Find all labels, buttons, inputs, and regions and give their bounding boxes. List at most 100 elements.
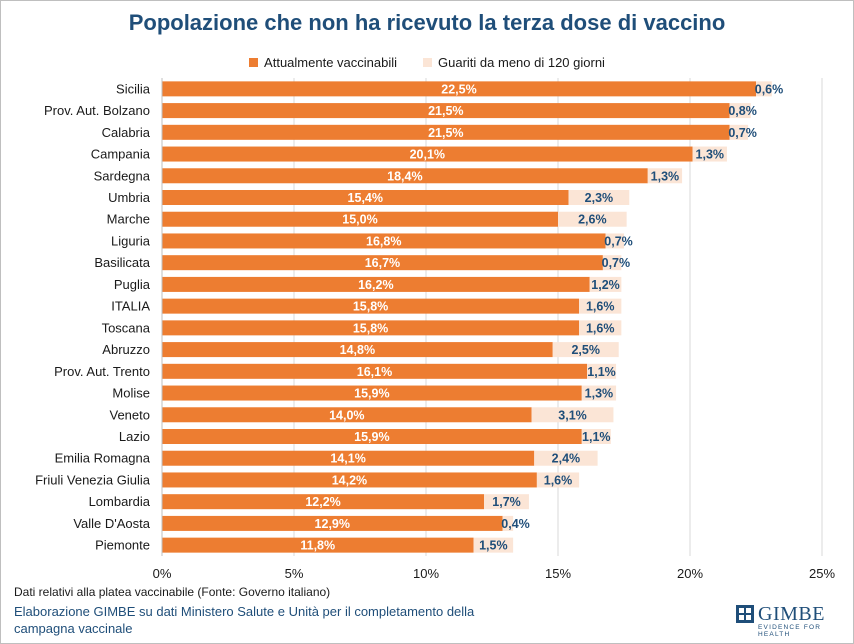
data-label-vaccinabili: 11,8% xyxy=(300,539,335,553)
gimbe-logo-icon xyxy=(736,605,754,623)
x-tick-label: 15% xyxy=(545,566,571,581)
legend-item-guariti: Guariti da meno di 120 giorni xyxy=(423,55,605,70)
data-label-guariti: 3,1% xyxy=(558,408,587,422)
category-label: Prov. Aut. Bolzano xyxy=(44,103,150,118)
bar-vaccinabili xyxy=(162,407,532,423)
logo-tagline: EVIDENCE FOR HEALTH xyxy=(758,624,822,638)
data-label-vaccinabili: 22,5% xyxy=(441,82,476,96)
bar-guariti xyxy=(647,168,683,184)
data-label-vaccinabili: 21,5% xyxy=(428,126,463,140)
data-label-guariti: 1,1% xyxy=(587,365,616,379)
x-tick-label: 5% xyxy=(285,566,304,581)
bar-guariti xyxy=(534,450,598,466)
data-label-vaccinabili: 14,1% xyxy=(330,452,365,466)
legend-swatch-vaccinabili xyxy=(249,58,259,67)
data-label-vaccinabili: 16,2% xyxy=(358,278,393,292)
bar-vaccinabili xyxy=(162,363,588,379)
data-label-vaccinabili: 20,1% xyxy=(410,148,445,162)
bar-guariti xyxy=(756,81,772,97)
bar-guariti xyxy=(558,211,627,227)
data-label-guariti: 1,5% xyxy=(479,539,508,553)
data-label-vaccinabili: 15,9% xyxy=(354,387,389,401)
bar-guariti xyxy=(484,494,529,510)
data-label-guariti: 1,6% xyxy=(544,473,573,487)
bar-vaccinabili xyxy=(162,103,730,119)
data-label-guariti: 0,4% xyxy=(501,517,530,531)
data-label-guariti: 1,6% xyxy=(586,300,615,314)
data-label-guariti: 1,1% xyxy=(582,430,611,444)
data-label-vaccinabili: 15,0% xyxy=(342,213,377,227)
data-label-guariti: 0,7% xyxy=(604,234,633,248)
legend-swatch-guariti xyxy=(423,58,433,67)
category-label: Basilicata xyxy=(94,255,150,270)
bar-vaccinabili xyxy=(162,233,606,249)
bar-vaccinabili xyxy=(162,429,582,444)
bar-vaccinabili xyxy=(162,494,485,510)
category-label: Lazio xyxy=(119,429,150,444)
category-label: Piemonte xyxy=(95,538,150,553)
bar-guariti xyxy=(579,320,622,336)
bar-guariti xyxy=(692,146,727,162)
bar-guariti xyxy=(579,298,622,314)
bar-guariti xyxy=(587,363,617,379)
data-label-guariti: 2,4% xyxy=(552,452,581,466)
bar-vaccinabili xyxy=(162,515,503,531)
logo-name: GIMBE xyxy=(758,603,825,625)
category-label: Sardegna xyxy=(94,168,151,183)
source-note: Dati relativi alla platea vaccinabile (F… xyxy=(14,585,331,599)
x-tick-label: 20% xyxy=(677,566,703,581)
data-label-guariti: 2,3% xyxy=(585,191,614,205)
category-label: Veneto xyxy=(110,407,151,422)
data-label-vaccinabili: 12,2% xyxy=(305,495,340,509)
gimbe-logo: GIMBE EVIDENCE FOR HEALTH xyxy=(736,603,846,638)
category-label: ITALIA xyxy=(111,299,150,314)
data-label-guariti: 1,3% xyxy=(696,148,725,162)
chart-legend: Attualmente vaccinabili Guariti da meno … xyxy=(0,55,854,70)
category-label: Marche xyxy=(107,212,150,227)
bar-guariti xyxy=(729,124,749,140)
bar-vaccinabili xyxy=(162,211,558,227)
bar-vaccinabili xyxy=(162,146,693,162)
bar-vaccinabili xyxy=(162,537,474,553)
data-label-vaccinabili: 15,8% xyxy=(353,321,388,335)
category-label: Molise xyxy=(112,386,150,401)
data-label-vaccinabili: 14,8% xyxy=(340,343,375,357)
bar-vaccinabili xyxy=(162,472,537,488)
x-tick-label: 25% xyxy=(809,566,835,581)
bar-chart: 0% 5% 10% 15% 20% 25% Sicilia 22,5% 0,6% Prov. Au… xyxy=(35,78,835,581)
bar-guariti xyxy=(536,472,580,488)
category-label: Campania xyxy=(91,147,151,162)
credit-note: Elaborazione GIMBE su dati Ministero Sal… xyxy=(14,604,475,636)
data-label-guariti: 0,8% xyxy=(728,104,757,118)
bar-vaccinabili xyxy=(162,276,590,292)
bar-guariti xyxy=(581,385,617,401)
bar-vaccinabili xyxy=(162,298,580,314)
bar-guariti xyxy=(473,537,514,553)
bar-guariti xyxy=(502,515,514,531)
category-label: Friuli Venezia Giulia xyxy=(35,472,151,487)
data-label-guariti: 1,7% xyxy=(492,495,521,509)
data-label-vaccinabili: 15,4% xyxy=(348,191,383,205)
data-label-vaccinabili: 15,8% xyxy=(353,300,388,314)
data-label-guariti: 1,6% xyxy=(586,321,615,335)
category-label: Emilia Romagna xyxy=(55,451,151,466)
bar-vaccinabili xyxy=(162,450,535,466)
bar-guariti xyxy=(581,429,611,444)
x-tick-label: 10% xyxy=(413,566,439,581)
bar-guariti xyxy=(602,255,622,271)
bar-guariti xyxy=(531,407,614,423)
category-label: Sicilia xyxy=(116,81,151,96)
bar-vaccinabili xyxy=(162,342,553,358)
data-label-guariti: 1,2% xyxy=(591,278,620,292)
bar-vaccinabili xyxy=(162,255,603,271)
bar-vaccinabili xyxy=(162,124,730,140)
category-label: Liguria xyxy=(111,233,151,248)
bar-vaccinabili xyxy=(162,320,580,336)
data-label-vaccinabili: 16,1% xyxy=(357,365,392,379)
category-label: Toscana xyxy=(102,320,151,335)
category-label: Puglia xyxy=(114,277,151,292)
legend-item-vaccinabili: Attualmente vaccinabili xyxy=(249,55,397,70)
bar-guariti xyxy=(568,190,630,205)
data-label-vaccinabili: 18,4% xyxy=(387,169,422,183)
data-label-guariti: 1,3% xyxy=(651,169,680,183)
